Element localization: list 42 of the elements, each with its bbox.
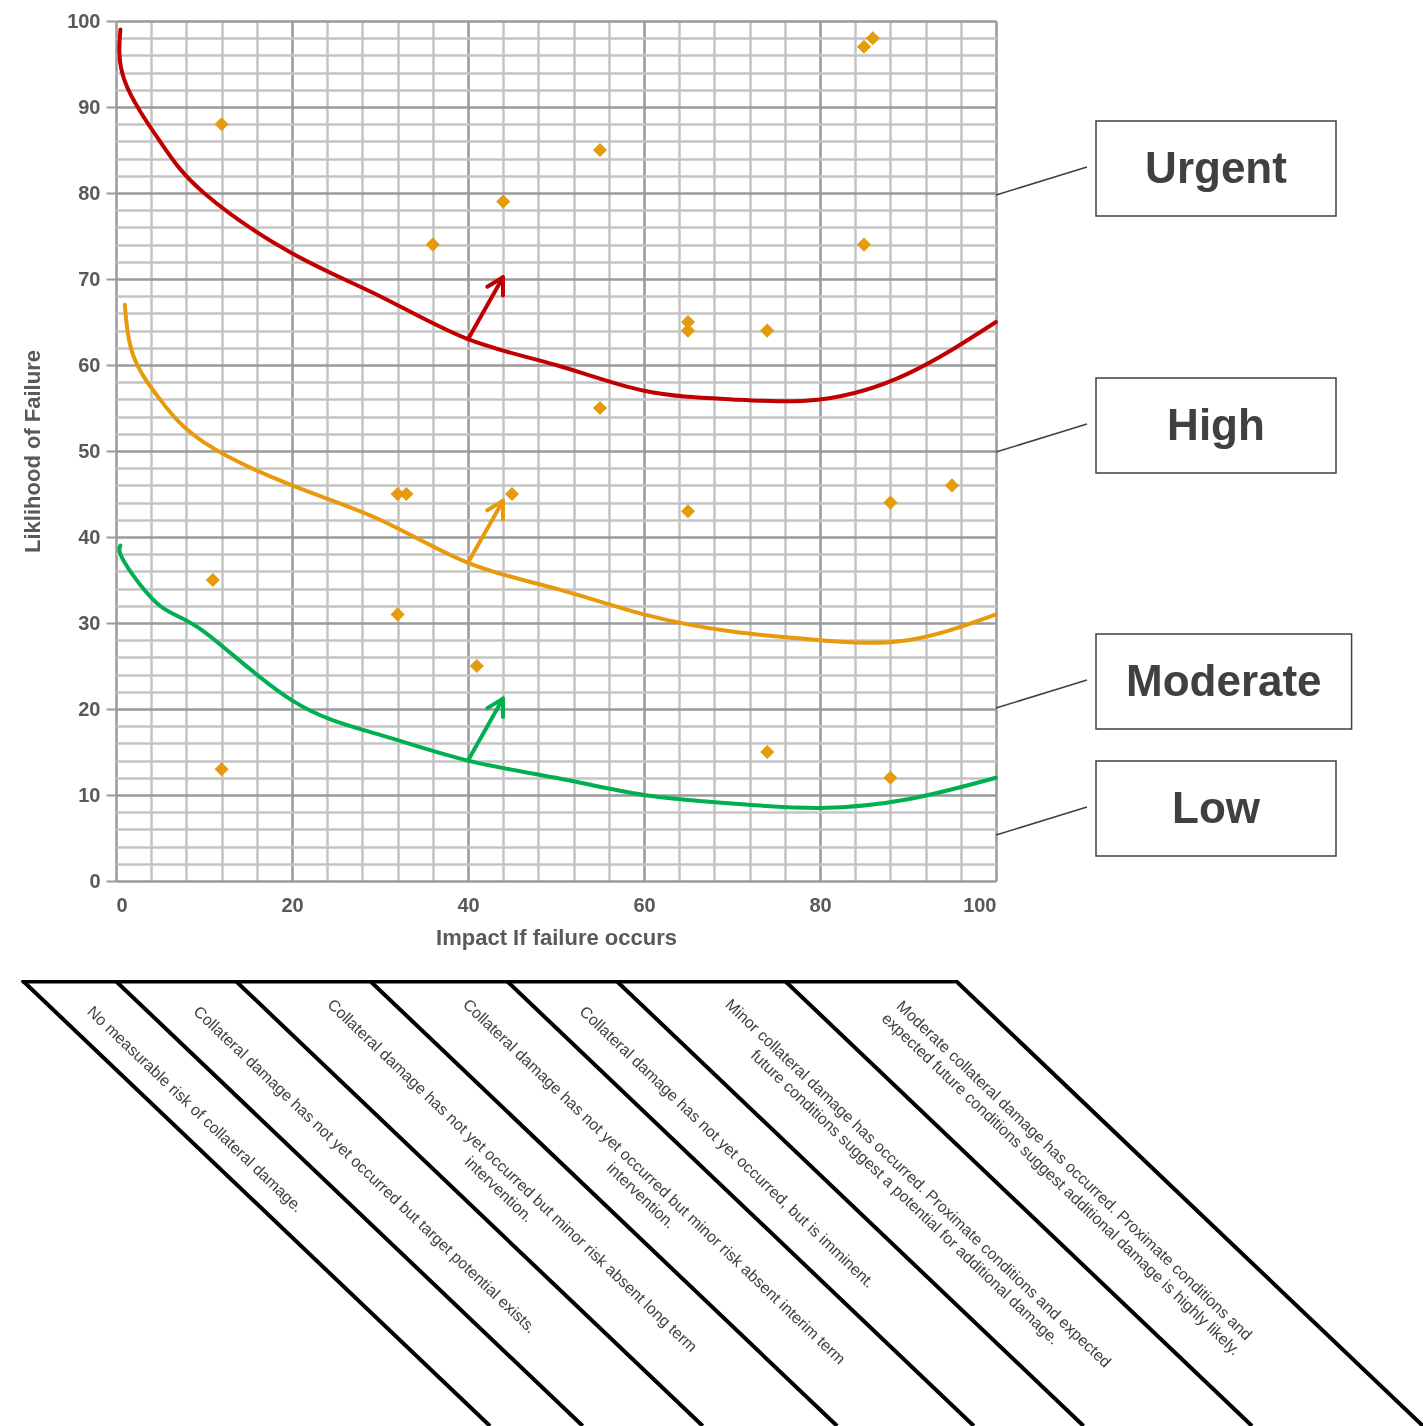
text: Low bbox=[1172, 783, 1261, 832]
x-tick-label: 80 bbox=[809, 893, 832, 916]
x-axis-title: Impact If failure occurs bbox=[436, 924, 677, 950]
y-tick-label: 60 bbox=[78, 353, 101, 376]
y-axis-title: Liklihood of Failure bbox=[20, 350, 46, 553]
point bbox=[504, 486, 520, 502]
y-tick-label: 30 bbox=[78, 611, 101, 634]
point bbox=[390, 607, 405, 622]
x-tick-label: 40 bbox=[457, 893, 480, 916]
text: Urgent bbox=[1145, 143, 1288, 192]
point bbox=[592, 400, 608, 416]
y-tick-label: 70 bbox=[78, 267, 101, 290]
point bbox=[469, 658, 484, 674]
text: High bbox=[1167, 400, 1265, 449]
point bbox=[883, 495, 898, 510]
y-tick-label: 80 bbox=[78, 181, 101, 204]
point bbox=[592, 142, 608, 158]
point bbox=[856, 39, 872, 54]
point bbox=[214, 117, 229, 132]
x-tick-label: 60 bbox=[633, 893, 656, 916]
y-tick-label: 90 bbox=[78, 95, 101, 118]
x-tick-label: 100 bbox=[963, 893, 997, 916]
point bbox=[865, 31, 880, 46]
y-tick-label: 100 bbox=[67, 9, 101, 32]
y-tick-label: 10 bbox=[78, 783, 101, 806]
point bbox=[856, 237, 872, 252]
point bbox=[496, 194, 511, 209]
point bbox=[760, 323, 775, 338]
x-tick-label: 0 bbox=[116, 893, 128, 916]
point bbox=[205, 572, 220, 588]
point bbox=[214, 762, 229, 777]
point bbox=[425, 237, 440, 252]
y-tick-label: 40 bbox=[78, 525, 101, 548]
point bbox=[760, 744, 775, 760]
x-tick-label: 20 bbox=[281, 893, 304, 916]
point bbox=[883, 770, 898, 785]
y-tick-label: 50 bbox=[78, 439, 101, 462]
text: Moderate bbox=[1126, 656, 1322, 705]
y-tick-label: 0 bbox=[89, 869, 101, 892]
point bbox=[680, 504, 696, 519]
point bbox=[944, 478, 960, 493]
y-tick-label: 20 bbox=[78, 697, 101, 720]
